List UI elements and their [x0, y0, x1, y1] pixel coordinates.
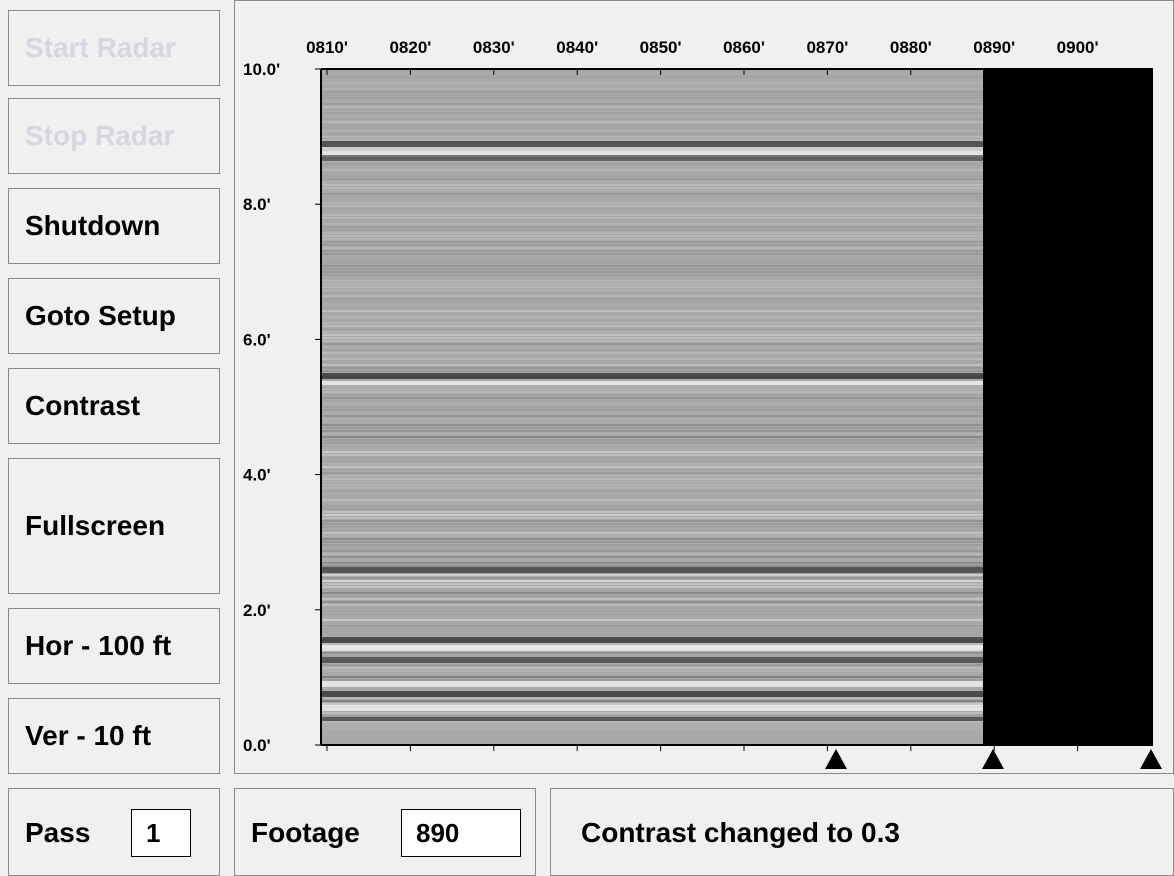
status-panel: Contrast changed to 0.3 [550, 788, 1174, 876]
button[interactable]: Contrast [8, 368, 220, 444]
x-label: 0890' [973, 38, 1015, 57]
button[interactable]: Goto Setup [8, 278, 220, 354]
button[interactable]: Shutdown [8, 188, 220, 264]
button[interactable]: Hor - 100 ft [8, 608, 220, 684]
button[interactable]: Fullscreen [8, 458, 220, 594]
button[interactable]: Ver - 10 ft [8, 698, 220, 774]
y-label: 0.0' [243, 736, 271, 755]
radar-unscanned [983, 69, 1153, 745]
x-label: 0830' [473, 38, 515, 57]
x-label: 0880' [890, 38, 932, 57]
x-label: 0870' [806, 38, 848, 57]
marker [982, 749, 1004, 769]
footage-field[interactable]: 890 [401, 809, 521, 857]
y-label: 2.0' [243, 601, 271, 620]
radargram: 0810' 0820' 0830' 0840' 0850' 0860' 0870' 0880'… [243, 38, 1162, 769]
footage-panel: Footage 890 [234, 788, 536, 876]
button: Stop Radar [8, 98, 220, 174]
y-label: 6.0' [243, 330, 271, 349]
footage-label: Footage [251, 817, 360, 848]
y-label: 10.0' [243, 60, 280, 79]
status-message: Contrast changed to 0.3 [581, 817, 900, 848]
y-label: 8.0' [243, 195, 271, 214]
x-label: 0860' [723, 38, 765, 57]
x-label: 0810' [306, 38, 348, 57]
marker [825, 749, 847, 769]
x-label: 0840' [556, 38, 598, 57]
pass-panel: Pass 1 [8, 788, 220, 876]
pass-label: Pass [25, 817, 91, 848]
button: Start Radar [8, 10, 220, 86]
radar-panel: 0810' 0820' 0830' 0840' 0850' 0860' 0870' 0880'… [234, 0, 1174, 774]
pass-field[interactable]: 1 [131, 809, 191, 857]
y-label: 4.0' [243, 466, 271, 485]
radar-bands [321, 73, 983, 729]
x-label: 0900' [1057, 38, 1099, 57]
x-label: 0850' [640, 38, 682, 57]
x-label: 0820' [389, 38, 431, 57]
marker [1140, 749, 1162, 769]
